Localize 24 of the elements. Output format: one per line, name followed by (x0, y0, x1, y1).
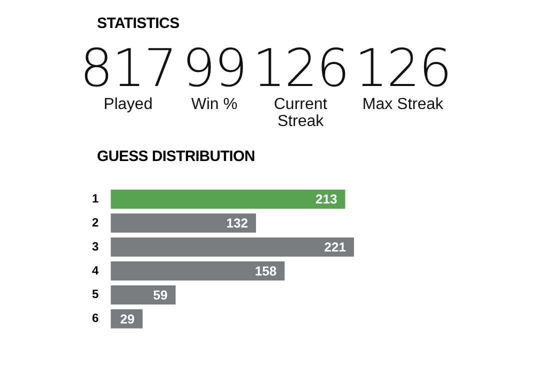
y-tick-label: 1 (92, 191, 99, 206)
text: STATISTICS (97, 15, 180, 32)
text: Max Streak (362, 96, 444, 113)
data-label: 213 (315, 192, 338, 207)
bar (110, 214, 256, 233)
y-tick-label: 6 (92, 311, 99, 326)
bar (110, 237, 354, 257)
data-label: 29 (120, 311, 135, 326)
bar (110, 285, 176, 304)
y-tick-label: 2 (92, 215, 99, 230)
y-tick-label: 3 (92, 239, 99, 254)
text: Win % (191, 96, 238, 113)
bar (110, 190, 346, 209)
text: Played (104, 96, 153, 113)
chart-title: GUESS DISTRIBUTION (97, 148, 255, 165)
text: Current Streak (272, 96, 328, 130)
data-label: 221 (324, 240, 346, 255)
bar (110, 261, 285, 281)
data-label: 132 (226, 216, 248, 231)
y-tick-label: 4 (92, 263, 99, 278)
text: 126 (252, 39, 349, 99)
data-label: 158 (254, 264, 277, 279)
data-label: 59 (153, 287, 168, 302)
y-tick-label: 5 (92, 287, 99, 302)
